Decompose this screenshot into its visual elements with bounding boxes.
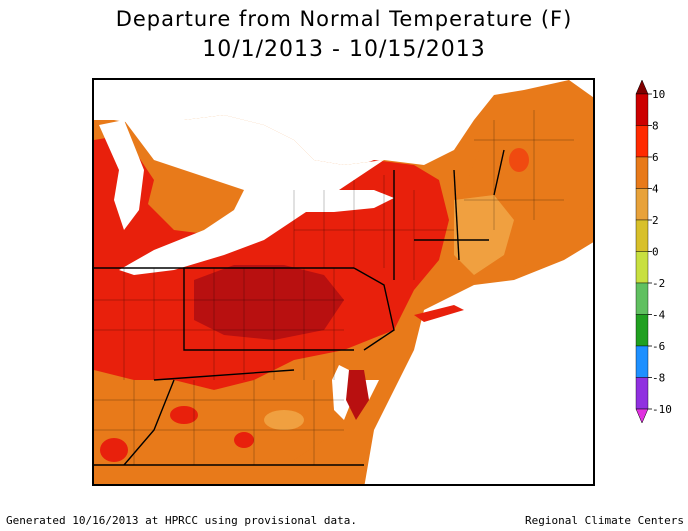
legend-swatch	[635, 251, 649, 284]
atlantic-ocean	[364, 242, 593, 484]
county-lines	[94, 110, 574, 465]
legend-tick-label: -10	[652, 403, 672, 416]
southern-region	[94, 370, 364, 475]
legend-swatch	[635, 125, 649, 158]
legend-tick-label: 2	[652, 214, 659, 227]
generated-note: Generated 10/16/2013 at HPRCC using prov…	[6, 514, 357, 527]
legend-arrow-bottom	[635, 408, 649, 424]
legend-swatch	[635, 188, 649, 221]
legend-tick-label: 6	[652, 151, 659, 164]
dark-red-core	[194, 265, 344, 340]
legend-swatch	[635, 345, 649, 378]
legend-swatch	[635, 93, 649, 126]
date-range: 10/1/2013 - 10/15/2013	[202, 37, 486, 62]
legend-tick-label: -4	[652, 309, 666, 322]
long-island	[414, 305, 464, 322]
legend-arrow-top	[635, 80, 649, 95]
maine-red-patch	[509, 148, 529, 172]
new-england-warm-patch	[454, 195, 514, 275]
legend-tick-label: -6	[652, 340, 665, 353]
great-lakes	[119, 115, 384, 275]
source-credit: Regional Climate Centers	[525, 514, 684, 527]
lake-michigan	[99, 120, 144, 230]
map-title: Departure from Normal Temperature (F)	[115, 7, 573, 31]
legend-colorbar: 10 8 6 4 2 0 -2 -4 -6 -8 -10	[635, 80, 672, 424]
legend-tick-label: 4	[652, 183, 659, 196]
legend-swatch	[635, 314, 649, 347]
va-light-patch	[264, 410, 304, 430]
temperature-departure-map	[92, 78, 595, 486]
legend-tick-label: 0	[652, 246, 659, 259]
legend-tick-label: -2	[652, 277, 665, 290]
va-red-patch-2	[234, 432, 254, 448]
delmarva	[346, 370, 369, 420]
legend-tick-label: -8	[652, 372, 665, 385]
chesapeake-bay	[332, 365, 352, 420]
map-canvas	[94, 80, 593, 484]
legend-tick-label: 10	[652, 88, 665, 101]
va-red-patch	[170, 406, 198, 424]
legend-swatch	[635, 377, 649, 410]
lake-ontario	[294, 190, 394, 212]
wv-red-patch	[100, 438, 128, 462]
legend-swatch	[635, 219, 649, 252]
canada-region	[94, 80, 593, 165]
legend-swatch	[635, 282, 649, 315]
legend-swatch	[635, 156, 649, 189]
legend-tick-label: 8	[652, 120, 659, 133]
